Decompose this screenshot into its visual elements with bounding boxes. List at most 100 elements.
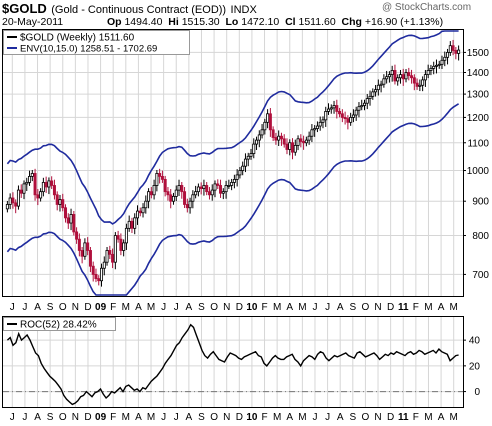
price-x-tick-label: M (273, 302, 281, 313)
candle-body (396, 77, 400, 82)
candle-body (14, 202, 18, 207)
price-x-tick-label: M (424, 302, 432, 313)
roc-x-tick-label: M (450, 412, 458, 423)
candle-body (412, 77, 416, 84)
candle-body (454, 50, 458, 54)
price-x-tick-label: N (72, 302, 79, 313)
candle-body (457, 49, 461, 54)
roc-x-tick-label: F (261, 412, 267, 423)
price-x-tick-label: J (22, 302, 27, 313)
roc-x-tick-label: N (223, 412, 230, 423)
price-panel-frame (2, 29, 464, 297)
candle-body (174, 189, 178, 197)
roc-x-tick-label: N (72, 412, 79, 423)
roc-x-tick-label: A (337, 412, 344, 423)
candle-body (188, 200, 192, 209)
price-y-tick-label: 1200 (467, 113, 490, 124)
price-y-tick-label: 1500 (467, 48, 490, 59)
candle-body (349, 117, 353, 123)
candle-body (16, 189, 20, 207)
candle-body (169, 194, 173, 202)
roc-legend: ROC(52) 28.42% (20, 320, 97, 331)
price-x-tick-label: S (198, 302, 205, 313)
candle-body (119, 238, 123, 251)
candle-body (111, 253, 115, 263)
candle-body (171, 195, 175, 202)
price-y-tick-label: 1300 (467, 90, 490, 101)
legend-envelope: ENV(10,15.0) 1258.51 - 1702.69 (20, 44, 157, 55)
candle-body (321, 119, 325, 123)
roc-y-tick-label: 20 (469, 361, 481, 372)
chart-header: $GOLD (Gold - Continuous Contract (EOD))… (2, 0, 257, 16)
roc-x-tick-label: J (312, 412, 317, 423)
candle-body (219, 185, 223, 194)
roc-x-tick-label: O (362, 412, 370, 423)
price-x-tick-label: O (210, 302, 218, 313)
candle-body (177, 185, 181, 191)
roc-x-tick-label: A (186, 412, 193, 423)
roc-x-tick-label: J (325, 412, 330, 423)
candle-body (91, 265, 95, 275)
candle-body (421, 79, 425, 86)
candle-body (47, 180, 51, 188)
candle-body (108, 250, 112, 255)
quote-bar: 20-May-2011 Op 1494.40 Hi 1515.30 Lo 147… (2, 16, 443, 28)
candle-body (105, 250, 109, 263)
price-x-tick-label: M (147, 302, 155, 313)
price-y-tick-label: 1000 (467, 166, 490, 177)
candle-body (97, 278, 101, 282)
candle-body (376, 84, 380, 91)
price-x-tick-label: N (374, 302, 381, 313)
candle-body (310, 129, 314, 137)
candle-body (88, 250, 92, 267)
candle-body (379, 83, 383, 86)
candle-body (288, 142, 292, 150)
roc-panel-frame (2, 316, 464, 408)
candle-body (329, 107, 333, 110)
candle-body (351, 114, 355, 118)
candle-body (313, 128, 317, 131)
candle-body (404, 72, 408, 80)
candle-body (423, 74, 427, 81)
price-x-tick-label: A (337, 302, 344, 313)
roc-x-tick-label: 11 (398, 412, 409, 423)
candle-body (28, 176, 32, 183)
candle-body (69, 214, 73, 224)
candle-body (144, 200, 148, 209)
roc-x-tick-label: S (198, 412, 205, 423)
candle-body (346, 118, 350, 123)
candle-body (227, 185, 231, 187)
candle-body (185, 204, 189, 209)
candle-body (39, 191, 43, 199)
candle-body (368, 95, 372, 100)
roc-x-tick-label: M (424, 412, 432, 423)
candle-body (432, 65, 436, 69)
watermark: @ StockCharts.com (382, 2, 472, 13)
candle-body (25, 182, 29, 185)
candle-body (360, 105, 364, 108)
roc-x-tick-label: J (161, 412, 166, 423)
change-label: Chg (341, 16, 362, 28)
price-x-tick-label: F (110, 302, 116, 313)
candle-body (277, 135, 281, 141)
candle-body (291, 142, 295, 153)
roc-x-tick-label: A (286, 412, 293, 423)
price-x-tick-label: 11 (398, 302, 409, 313)
candle-body (66, 217, 70, 224)
candle-body (318, 121, 322, 127)
candle-body (5, 204, 9, 210)
candle-body (191, 194, 195, 202)
candle-body (315, 125, 319, 129)
roc-x-tick-label: J (10, 412, 15, 423)
price-x-tick-label: A (286, 302, 293, 313)
candle-body (94, 274, 98, 280)
price-x-tick-label: N (223, 302, 230, 313)
candle-body (100, 267, 104, 282)
candle-body (122, 242, 126, 251)
price-x-tick-label: D (84, 302, 91, 313)
candle-body (30, 173, 34, 177)
price-x-tick-label: J (174, 302, 179, 313)
roc-y-tick-label: 40 (469, 336, 481, 347)
roc-x-tick-label: D (387, 412, 394, 423)
candle-body (243, 158, 247, 167)
